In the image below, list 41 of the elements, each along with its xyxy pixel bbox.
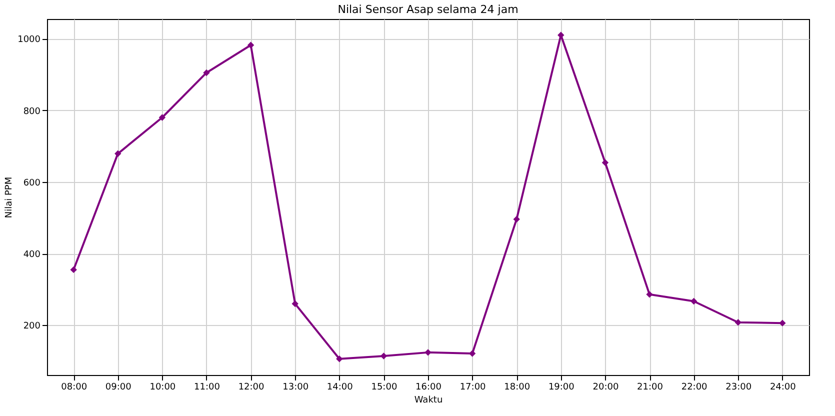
point [602,159,609,166]
y-tick-label: 400 [23,250,41,260]
point [468,350,476,357]
x-tick-label: 19:00 [548,382,575,392]
point [336,356,343,362]
x-tick-label: 08:00 [61,382,88,392]
x-tick-label: 15:00 [371,382,398,392]
x-tick-label: 09:00 [105,382,132,392]
x-tick-label: 12:00 [238,382,265,392]
point [513,216,520,223]
x-tick-label: 14:00 [326,382,354,392]
x-tick-label: 18:00 [504,382,530,392]
point [646,291,653,298]
point [203,69,210,76]
y-tick-label: 800 [23,106,41,117]
point [779,320,786,326]
y-tick-label: 600 [23,178,41,188]
x-tick-label: 24:00 [770,382,796,392]
x-tick-label: 10:00 [150,382,176,392]
y-tick-label: 200 [23,322,41,332]
y-tick-label: 1000 [18,35,41,46]
x-tick-label: 17:00 [460,382,486,392]
x-tick-label: 23:00 [726,382,752,392]
x-tick-label: 16:00 [416,382,442,392]
point [734,319,742,326]
point [380,352,388,360]
point [158,114,166,121]
point [247,42,254,48]
x-tick-label: 20:00 [592,382,619,392]
chart-title: Nilai Sensor Asap selama 24 jam [338,3,518,16]
point [292,300,298,308]
y-axis-title: Nilai PPM [4,176,15,218]
point [70,266,77,274]
point [690,298,698,305]
x-tick-label: 22:00 [681,382,708,392]
x-tick-label: 21:00 [637,382,664,392]
x-tick-label: 11:00 [194,382,220,392]
point [424,349,432,356]
point [114,150,122,158]
x-axis-title: Waktu [414,396,443,406]
x-tick-label: 13:00 [282,382,309,392]
